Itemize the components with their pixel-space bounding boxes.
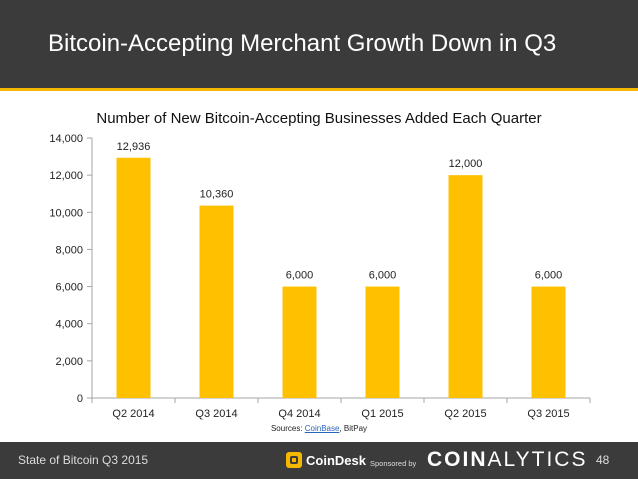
bar — [282, 286, 317, 398]
sources-note: Sources: CoinBase, BitPay — [0, 424, 638, 433]
bar — [199, 205, 234, 398]
header-divider — [0, 88, 638, 91]
data-label: 12,936 — [117, 141, 151, 153]
slide-header: Bitcoin-Accepting Merchant Growth Down i… — [0, 0, 638, 88]
coindesk-logo: CoinDesk — [286, 452, 366, 468]
y-tick-label: 4,000 — [55, 319, 83, 331]
bar — [531, 286, 566, 398]
chart-title: Number of New Bitcoin-Accepting Business… — [96, 110, 542, 127]
data-label: 12,000 — [449, 158, 483, 170]
slide-title: Bitcoin-Accepting Merchant Growth Down i… — [48, 30, 557, 57]
sources-prefix: Sources: — [270, 424, 305, 433]
data-label: 10,360 — [200, 189, 234, 201]
x-tick-label: Q3 2015 — [527, 408, 569, 420]
y-tick-label: 2,000 — [55, 356, 83, 368]
report-name: State of Bitcoin Q3 2015 — [18, 453, 149, 467]
data-label: 6,000 — [535, 270, 563, 282]
x-tick-label: Q1 2015 — [361, 408, 403, 420]
data-label: 6,000 — [286, 270, 314, 282]
bar — [116, 157, 151, 398]
bar — [365, 286, 400, 398]
coindesk-icon — [286, 452, 302, 468]
coinalytics-light: ALYTICS — [487, 448, 588, 471]
coinalytics-logo: COINALYTICS — [427, 448, 587, 472]
coindesk-wordmark: CoinDesk — [306, 452, 366, 468]
sources-suffix: , BitPay — [339, 424, 368, 433]
y-tick-label: 14,000 — [49, 133, 83, 145]
y-tick-label: 8,000 — [55, 244, 83, 256]
x-tick-label: Q3 2014 — [195, 408, 237, 420]
coinalytics-bold: COIN — [427, 448, 488, 471]
y-tick-label: 0 — [77, 393, 83, 405]
sponsored-by-label: Sponsored by — [370, 459, 417, 468]
x-tick-label: Q4 2014 — [278, 408, 320, 420]
data-label: 6,000 — [369, 270, 397, 282]
y-tick-label: 10,000 — [49, 207, 83, 219]
y-tick-label: 12,000 — [49, 170, 83, 182]
x-tick-label: Q2 2015 — [444, 408, 486, 420]
bar — [448, 175, 483, 398]
slide-footer: State of Bitcoin Q3 2015 CoinDesk Sponso… — [0, 442, 638, 479]
y-tick-label: 6,000 — [55, 282, 83, 294]
coinbase-link[interactable]: CoinBase — [304, 424, 340, 433]
x-tick-label: Q2 2014 — [112, 408, 154, 420]
page-number: 48 — [596, 453, 610, 467]
